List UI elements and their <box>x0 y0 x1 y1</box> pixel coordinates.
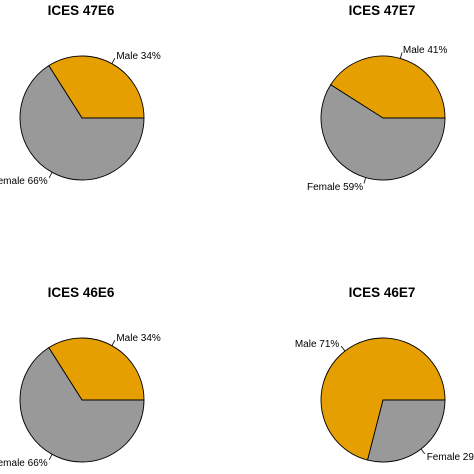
label-leader-line <box>399 52 403 59</box>
slice-label-female: Female 66% <box>0 458 48 469</box>
label-leader-line <box>420 448 426 455</box>
chart-title: ICES 47E7 <box>349 3 416 18</box>
label-leader-line <box>340 345 346 352</box>
pie-slices <box>320 337 446 463</box>
pie-slice-male <box>320 337 446 461</box>
slice-label-female: Female 29% <box>427 452 474 463</box>
label-leader-line <box>111 58 116 64</box>
slice-labels: Male 41% Female 59% <box>307 45 447 193</box>
slice-label-male: Male 41% <box>403 45 448 56</box>
pie-slices <box>320 55 446 181</box>
label-leader-line <box>111 340 116 346</box>
pie-slice-female <box>320 84 446 181</box>
slice-label-female: Female 59% <box>307 182 363 193</box>
label-leader-line <box>48 172 53 178</box>
pie-slices <box>19 337 145 463</box>
pie-panel-ices-46e6: ICES 46E6 Male 34% Female 66% <box>0 285 161 469</box>
slice-label-male: Male 34% <box>116 51 161 62</box>
pie-panel-ices-47e7: ICES 47E7 Male 41% Female 59% <box>307 3 447 193</box>
slice-label-male: Male 71% <box>295 339 340 350</box>
pie-slice-female <box>367 399 446 463</box>
pie-panel-ices-47e6: ICES 47E6 Male 34% Female 66% <box>0 3 161 187</box>
slice-label-female: Female 66% <box>0 176 48 187</box>
slice-labels: Male 71% Female 29% <box>295 339 474 463</box>
pie-slices <box>19 55 145 181</box>
pie-slice-female <box>19 65 145 181</box>
slice-label-male: Male 34% <box>116 333 161 344</box>
slice-labels: Male 34% Female 66% <box>0 51 161 187</box>
chart-title: ICES 46E6 <box>48 285 115 300</box>
pie-panel-ices-46e7: ICES 46E7 Male 71% Female 29% <box>295 285 474 463</box>
label-leader-line <box>363 177 367 184</box>
label-leader-line <box>48 454 53 460</box>
chart-title: ICES 46E7 <box>349 285 416 300</box>
pie-slice-female <box>19 347 145 463</box>
slice-labels: Male 34% Female 66% <box>0 333 161 469</box>
chart-title: ICES 47E6 <box>48 3 115 18</box>
